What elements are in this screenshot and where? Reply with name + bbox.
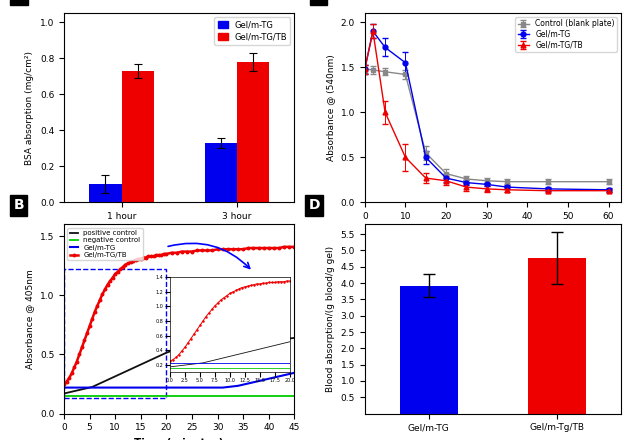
Bar	[400, 286, 458, 414]
negative control	[101, 393, 109, 399]
Gel/m-TG/TB	[291, 244, 298, 249]
Text: A: A	[13, 0, 24, 1]
Gel/m-TG/TB	[111, 271, 119, 277]
negative control	[60, 393, 68, 399]
X-axis label: Time (hr): Time (hr)	[154, 227, 205, 237]
Bar	[122, 71, 154, 202]
positive control	[132, 364, 140, 370]
Legend: positive control, negative control, Gel/m-TG, Gel/m-TG/TB: positive control, negative control, Gel/…	[67, 228, 143, 260]
Gel/m-TG	[60, 385, 68, 390]
negative control	[265, 393, 273, 399]
positive control	[265, 338, 273, 344]
Text: D: D	[308, 198, 320, 212]
Gel/m-TG/TB	[219, 246, 227, 252]
Gel/m-TG	[291, 370, 298, 375]
Gel/m-TG/TB	[73, 359, 81, 364]
Bar	[205, 143, 237, 202]
Legend: Gel/m-TG, Gel/m-TG/TB: Gel/m-TG, Gel/m-TG/TB	[214, 17, 290, 44]
Line: positive control: positive control	[64, 338, 294, 393]
positive control	[86, 385, 93, 390]
Y-axis label: Blood absorption/(g blood/g gel): Blood absorption/(g blood/g gel)	[326, 246, 335, 392]
X-axis label: Time (minutes): Time (minutes)	[134, 438, 224, 440]
Legend: Control (blank plate), Gel/m-TG, Gel/m-TG/TB: Control (blank plate), Gel/m-TG, Gel/m-T…	[515, 17, 617, 51]
Line: Gel/m-TG: Gel/m-TG	[64, 373, 294, 388]
negative control	[219, 393, 227, 399]
Bar	[528, 258, 586, 414]
Gel/m-TG	[219, 385, 227, 390]
Gel/m-TG/TB	[280, 244, 288, 249]
negative control	[111, 393, 119, 399]
Gel/m-TG/TB	[265, 246, 273, 251]
positive control	[60, 391, 68, 396]
Gel/m-TG	[111, 385, 119, 390]
Bar	[64, 269, 166, 398]
Gel/m-TG	[132, 385, 140, 390]
Text: C: C	[314, 0, 324, 1]
Gel/m-TG/TB	[101, 287, 109, 292]
negative control	[132, 393, 140, 399]
Gel/m-TG	[265, 376, 273, 381]
Bar	[237, 62, 269, 202]
Line: Gel/m-TG/TB: Gel/m-TG/TB	[63, 246, 296, 385]
Gel/m-TG/TB	[60, 381, 68, 387]
Gel/m-TG	[86, 385, 93, 390]
Gel/m-TG	[101, 385, 109, 390]
Y-axis label: Absorbance @ (540nm): Absorbance @ (540nm)	[326, 55, 335, 161]
Y-axis label: BSA absorption (mg/cm²): BSA absorption (mg/cm²)	[26, 51, 35, 165]
positive control	[291, 335, 298, 341]
X-axis label: Time, (minutes): Time, (minutes)	[454, 227, 532, 237]
Bar	[90, 184, 122, 202]
Text: B: B	[13, 198, 24, 212]
negative control	[86, 393, 93, 399]
Gel/m-TG/TB	[132, 257, 140, 263]
Y-axis label: Absorbance @ 405nm: Absorbance @ 405nm	[26, 269, 35, 369]
positive control	[111, 374, 119, 379]
positive control	[219, 336, 227, 341]
positive control	[101, 378, 109, 384]
negative control	[291, 393, 298, 399]
